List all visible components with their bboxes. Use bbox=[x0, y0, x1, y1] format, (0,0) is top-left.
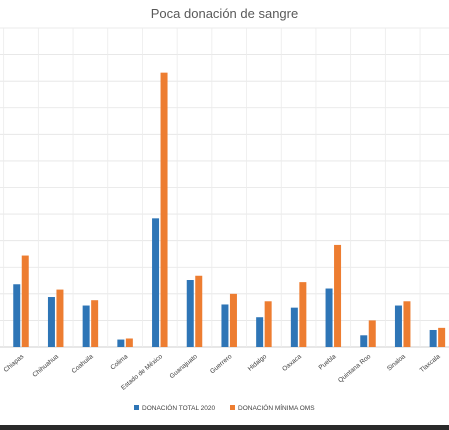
bar-minima-oms bbox=[56, 289, 64, 347]
bar-total-2020 bbox=[325, 288, 333, 347]
bar-minima-oms bbox=[299, 282, 307, 347]
x-tick-label: Tlaxcala bbox=[419, 353, 442, 374]
bar-total-2020 bbox=[221, 304, 229, 347]
legend-label-oms: DONACIÓN MÍNIMA OMS bbox=[238, 403, 315, 412]
bar-total-2020 bbox=[290, 307, 298, 347]
x-tick-label: Quintana Roo bbox=[337, 353, 373, 384]
legend: DONACIÓN TOTAL 2020 DONACIÓN MÍNIMA OMS bbox=[134, 403, 315, 412]
bar-minima-oms bbox=[125, 338, 133, 347]
footer-strip bbox=[0, 425, 449, 430]
bar-total-2020 bbox=[82, 305, 90, 347]
x-tick-label: Puebla bbox=[318, 353, 338, 372]
x-tick-label: Sinaloa bbox=[386, 353, 407, 373]
bar-minima-oms bbox=[334, 244, 342, 347]
legend-swatch-oms bbox=[230, 405, 235, 410]
x-tick-label: Guerrero bbox=[209, 353, 234, 375]
legend-label-total: DONACIÓN TOTAL 2020 bbox=[142, 403, 215, 412]
x-tick-label: Oaxaca bbox=[281, 353, 303, 373]
bar-minima-oms bbox=[229, 293, 237, 347]
chart-title: Poca donación de sangre bbox=[151, 6, 298, 21]
bar-minima-oms bbox=[438, 327, 446, 347]
x-tick-label: Chihuahua bbox=[31, 353, 60, 379]
bar-total-2020 bbox=[186, 280, 194, 347]
bar-minima-oms bbox=[195, 275, 203, 347]
bar-minima-oms bbox=[264, 301, 272, 347]
bar-total-2020 bbox=[429, 329, 437, 347]
bars bbox=[13, 72, 446, 347]
bar-total-2020 bbox=[394, 305, 402, 347]
x-tick-label: Guanajuato bbox=[169, 353, 200, 380]
x-tick-label: Coahuila bbox=[71, 353, 95, 375]
bar-minima-oms bbox=[368, 320, 376, 347]
grid bbox=[0, 27, 449, 348]
bar-total-2020 bbox=[117, 339, 125, 347]
bar-minima-oms bbox=[160, 72, 168, 347]
bar-total-2020 bbox=[256, 317, 264, 347]
bar-total-2020 bbox=[13, 284, 21, 347]
bar-minima-oms bbox=[403, 301, 411, 347]
x-tick-label: Chiapas bbox=[3, 353, 26, 374]
bar-minima-oms bbox=[21, 255, 29, 347]
legend-swatch-total bbox=[134, 405, 139, 410]
x-tick-label: Hidalgo bbox=[247, 353, 269, 373]
bar-total-2020 bbox=[47, 297, 55, 347]
bar-minima-oms bbox=[91, 300, 99, 347]
bar-total-2020 bbox=[360, 335, 368, 347]
x-tick-label: Colima bbox=[109, 353, 129, 372]
bar-total-2020 bbox=[152, 218, 160, 347]
